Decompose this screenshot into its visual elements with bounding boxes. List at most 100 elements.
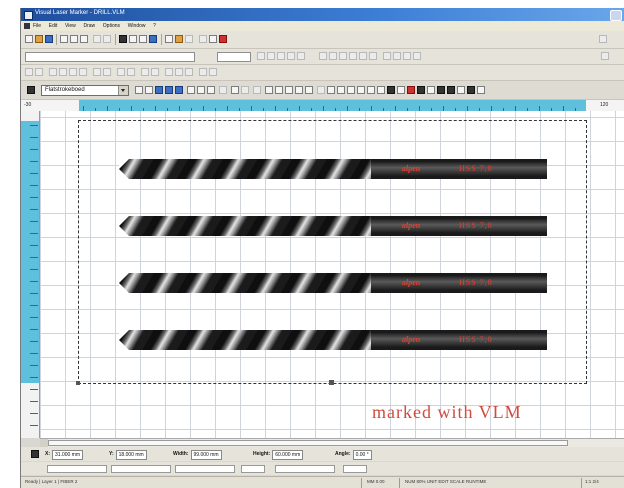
layout-icon[interactable] xyxy=(231,86,239,94)
x-field[interactable]: 31.000 mm xyxy=(52,450,84,460)
menu-item-help[interactable]: ? xyxy=(153,23,156,29)
lock-icon[interactable] xyxy=(413,52,421,60)
selection-handle[interactable] xyxy=(329,380,334,385)
chevron-down-icon[interactable] xyxy=(118,86,128,95)
contour-icon[interactable] xyxy=(199,68,207,76)
repeat-field[interactable] xyxy=(343,465,367,473)
text-path-icon[interactable] xyxy=(369,52,377,60)
circle-tool-icon[interactable] xyxy=(367,86,375,94)
curve-icon[interactable] xyxy=(337,86,345,94)
help-pointer-icon[interactable] xyxy=(219,35,227,43)
arrow-right-icon[interactable] xyxy=(165,35,173,43)
intersect-icon[interactable] xyxy=(185,68,193,76)
marked-logo[interactable]: alpen xyxy=(402,278,421,287)
extra-tool-icon[interactable] xyxy=(599,35,607,43)
preview-icon[interactable] xyxy=(149,35,157,43)
menu-item-view[interactable]: View xyxy=(65,23,76,29)
cut-icon[interactable] xyxy=(60,35,68,43)
marked-code[interactable]: HSS 7,0 xyxy=(459,278,493,287)
minus-zoom-icon[interactable] xyxy=(219,86,227,94)
database-icon[interactable] xyxy=(447,86,455,94)
pan-icon[interactable] xyxy=(187,86,195,94)
drill-bit-image[interactable]: alpen HSS 7,0 xyxy=(119,330,547,350)
layers-icon[interactable] xyxy=(129,35,137,43)
bold-icon[interactable] xyxy=(319,52,327,60)
close-window-button[interactable] xyxy=(610,10,622,21)
date-icon[interactable] xyxy=(437,86,445,94)
copy-icon[interactable] xyxy=(70,35,78,43)
object-name-field[interactable] xyxy=(25,52,195,62)
polyline-icon[interactable] xyxy=(327,86,335,94)
align-right-icon[interactable] xyxy=(277,52,285,60)
weld-icon[interactable] xyxy=(165,68,173,76)
selection-handle[interactable] xyxy=(76,381,80,385)
matrix-code-icon[interactable] xyxy=(417,86,425,94)
angle-field[interactable]: 0.00 ° xyxy=(352,450,372,460)
distribute-v-icon[interactable] xyxy=(103,68,111,76)
backward-icon[interactable] xyxy=(79,68,87,76)
scroll-left-button[interactable] xyxy=(40,439,48,447)
menu-item-draw[interactable]: Draw xyxy=(83,23,96,29)
caret-icon[interactable] xyxy=(253,86,261,94)
title-bar[interactable]: Visual Laser Marker - DRILL.VLM xyxy=(21,8,624,21)
menu-item-file[interactable]: File xyxy=(33,23,42,29)
marked-logo[interactable]: alpen xyxy=(402,164,421,173)
zoom-in-icon[interactable] xyxy=(155,86,163,94)
rectangle-tool-icon[interactable] xyxy=(377,86,385,94)
same-width-icon[interactable] xyxy=(117,68,125,76)
italic-icon[interactable] xyxy=(329,52,337,60)
text-a-icon[interactable] xyxy=(397,86,405,94)
hatch-icon[interactable] xyxy=(209,68,217,76)
frequency-slider[interactable] xyxy=(175,465,235,473)
same-height-icon[interactable] xyxy=(127,68,135,76)
rotate-icon[interactable] xyxy=(393,52,401,60)
distribute-h-icon[interactable] xyxy=(93,68,101,76)
height-field[interactable]: 60.000 mm xyxy=(272,450,304,460)
trim-icon[interactable] xyxy=(175,68,183,76)
new-file-icon[interactable] xyxy=(25,35,33,43)
properties-icon[interactable] xyxy=(31,450,39,458)
size-field[interactable] xyxy=(217,52,251,62)
marked-code[interactable]: HSS 7,0 xyxy=(459,335,493,344)
page-icon[interactable] xyxy=(145,86,153,94)
laser-icon[interactable] xyxy=(175,35,183,43)
ellipse-tool-icon[interactable] xyxy=(357,86,365,94)
zoom-out-icon[interactable] xyxy=(165,86,173,94)
arc-icon[interactable] xyxy=(347,86,355,94)
group-icon[interactable] xyxy=(25,68,33,76)
filter-icon[interactable] xyxy=(209,35,217,43)
bring-front-icon[interactable] xyxy=(49,68,57,76)
barcode-icon[interactable] xyxy=(295,86,303,94)
font-combo[interactable]: Flatstrokeboed xyxy=(41,85,129,96)
offset-slider[interactable] xyxy=(275,465,335,473)
drill-bit-image[interactable]: alpen HSS 7,0 xyxy=(119,159,547,179)
more-tools-icon[interactable] xyxy=(477,86,485,94)
grid-icon[interactable] xyxy=(119,35,127,43)
grid-toggle-icon[interactable] xyxy=(197,86,205,94)
text-tool-icon[interactable] xyxy=(285,86,293,94)
flip-icon[interactable] xyxy=(403,52,411,60)
width-field[interactable]: 99.000 mm xyxy=(190,450,222,460)
menu-item-window[interactable]: Window xyxy=(127,23,146,29)
send-back-icon[interactable] xyxy=(59,68,67,76)
align-left-icon[interactable] xyxy=(257,52,265,60)
align-bottom-icon[interactable] xyxy=(297,52,305,60)
marked-code[interactable]: HSS 7,0 xyxy=(459,164,493,173)
kerning-icon[interactable] xyxy=(359,52,367,60)
measure-icon[interactable] xyxy=(241,86,249,94)
zoom-fit-icon[interactable] xyxy=(175,86,183,94)
drill-bit-image[interactable]: alpen HSS 7,0 xyxy=(119,273,547,293)
drawing-canvas[interactable]: alpen HSS 7,0 alpen HSS 7,0 alpen HSS 7,… xyxy=(40,111,624,438)
mirror-icon[interactable] xyxy=(383,52,391,60)
print-icon[interactable] xyxy=(139,35,147,43)
save-icon[interactable] xyxy=(45,35,53,43)
marked-code[interactable]: HSS 7,0 xyxy=(459,221,493,230)
underline-icon[interactable] xyxy=(339,52,347,60)
counter-icon[interactable] xyxy=(427,86,435,94)
menu-item-options[interactable]: Options xyxy=(102,23,121,29)
undo-icon[interactable] xyxy=(93,35,101,43)
line-tool-icon[interactable] xyxy=(317,86,325,94)
snap-icon[interactable] xyxy=(207,86,215,94)
serial-icon[interactable] xyxy=(457,86,465,94)
pin-icon[interactable] xyxy=(601,52,609,60)
